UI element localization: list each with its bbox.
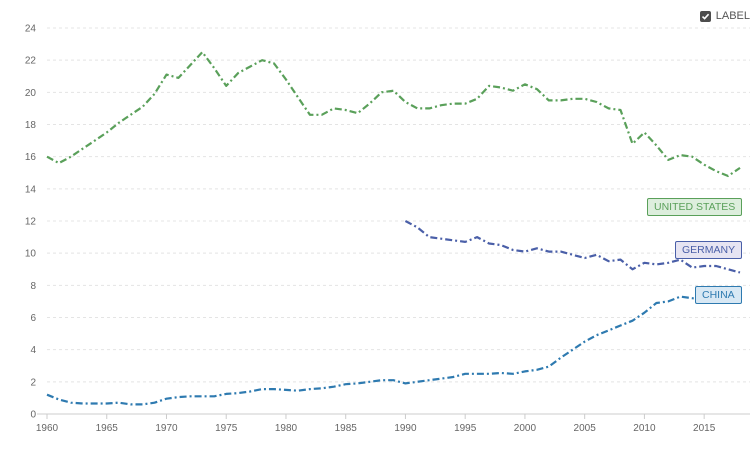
series-line-china[interactable] [46, 293, 741, 406]
series-label-germany: GERMANY [675, 240, 743, 259]
label-checkbox-icon[interactable] [699, 10, 711, 22]
series-lines [46, 50, 741, 406]
grid [47, 27, 750, 383]
y-tick-label: 2 [30, 377, 36, 388]
x-tick-label: 1960 [36, 423, 59, 434]
label-toggle-text: LABEL [715, 10, 750, 22]
y-tick-label: 6 [30, 313, 36, 324]
y-tick-label: 12 [25, 217, 37, 228]
y-tick-label: 10 [25, 249, 37, 260]
y-tick-label: 24 [25, 24, 37, 35]
x-tick-label: 1995 [454, 423, 477, 434]
x-tick-label: 1985 [335, 423, 358, 434]
x-axis: 1960 1965 1970 1975 1980 1985 1990 1995 2000 2005… [36, 413, 750, 434]
series-line-germany[interactable] [404, 220, 741, 274]
x-tick-label: 1980 [275, 423, 298, 434]
series-label-china: CHINA [695, 285, 742, 304]
x-tick-label: 1975 [215, 423, 238, 434]
y-tick-label: 14 [25, 184, 37, 195]
x-tick-label: 2005 [574, 423, 597, 434]
x-tick-label: 1990 [394, 423, 417, 434]
y-tick-label: 18 [25, 120, 37, 131]
y-tick-label: 0 [30, 410, 36, 421]
y-tick-label: 16 [25, 152, 37, 163]
y-tick-label: 22 [25, 56, 37, 67]
x-tick-label: 2010 [633, 423, 656, 434]
x-tick-label: 2015 [693, 423, 716, 434]
x-tick-label: 2000 [514, 423, 537, 434]
x-tick-label: 1970 [155, 423, 178, 434]
label-toggle[interactable]: LABEL [699, 10, 750, 22]
y-tick-label: 4 [30, 345, 36, 356]
y-tick-label: 20 [25, 88, 37, 99]
y-tick-label: 8 [30, 281, 36, 292]
x-tick-label: 1965 [96, 423, 119, 434]
series-label-united-states: UNITED STATES [647, 197, 743, 216]
series-line-united-states[interactable] [46, 50, 741, 178]
